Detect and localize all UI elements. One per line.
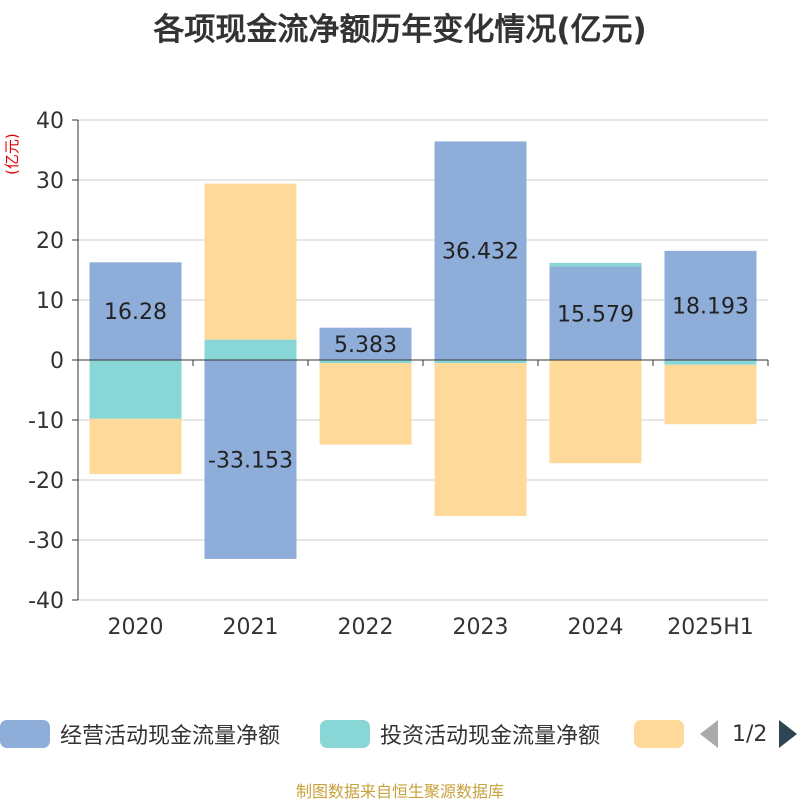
legend-swatch-investing — [320, 720, 370, 748]
legend-item-investing[interactable]: 投资活动现金流量净额 — [320, 716, 600, 752]
legend-pager: 1/2 — [700, 716, 798, 752]
legend-page-indicator: 1/2 — [732, 721, 768, 747]
bar-1-2021 — [204, 360, 297, 559]
y-tick-label: -40 — [28, 589, 64, 614]
bar-2-2022 — [319, 360, 412, 363]
y-tick-label: -10 — [28, 409, 64, 434]
y-tick-label: 0 — [50, 349, 64, 374]
bar-2-2024 — [549, 262, 642, 267]
bar-3-2021 — [204, 183, 297, 340]
bar-3-2022 — [319, 363, 412, 445]
bar-1-2025H1 — [664, 250, 757, 360]
y-tick-label: -30 — [28, 529, 64, 554]
bar-3-2020 — [89, 418, 182, 474]
y-tick-label: 20 — [36, 229, 64, 254]
x-tick-label: 2022 — [338, 615, 394, 640]
prev-page-icon[interactable] — [700, 720, 718, 748]
data-label-2022: 5.383 — [334, 333, 397, 358]
bar-1-2023 — [434, 141, 527, 360]
y-tick-label: 30 — [36, 169, 64, 194]
legend-item-financing[interactable] — [634, 716, 694, 752]
next-page-icon[interactable] — [779, 720, 798, 748]
bar-1-2022 — [319, 327, 412, 360]
bar-2-2023 — [434, 360, 527, 363]
bar-3-2025H1 — [664, 364, 757, 425]
bar-2-2025H1 — [664, 360, 757, 365]
data-label-2021: -33.153 — [208, 448, 293, 473]
y-tick-label: 10 — [36, 289, 64, 314]
bar-chart: 40 30 20 10 0 -10 -20 -30 -40 16.28 -33.153 5.383 36… — [28, 109, 769, 640]
legend-label-investing: 投资活动现金流量净额 — [380, 724, 601, 749]
bar-2-2021 — [204, 339, 297, 360]
data-label-2020: 16.28 — [104, 300, 167, 325]
bar-2-2020 — [89, 360, 182, 419]
y-tick-label: -20 — [28, 469, 64, 494]
bar-1-2024 — [549, 266, 642, 360]
legend-label-operating: 经营活动现金流量净额 — [60, 724, 281, 749]
x-tick-label: 2024 — [568, 615, 624, 640]
x-tick-label: 2020 — [108, 615, 164, 640]
bar-3-2023 — [434, 363, 527, 516]
bar-1-2020 — [89, 262, 182, 360]
data-label-2024: 15.579 — [557, 302, 634, 327]
legend: 经营活动现金流量净额 投资活动现金流量净额 — [0, 716, 800, 752]
y-tick-label: 40 — [36, 109, 64, 134]
data-source: 制图数据来自恒生聚源数据库 — [295, 782, 504, 801]
x-tick-label: 2025H1 — [667, 615, 754, 640]
bar-3-2024 — [549, 360, 642, 464]
legend-swatch-financing — [634, 720, 684, 748]
data-label-2025H1: 18.193 — [672, 294, 749, 319]
legend-item-operating[interactable]: 经营活动现金流量净额 — [0, 716, 280, 752]
legend-swatch-operating — [0, 720, 50, 748]
data-label-2023: 36.432 — [442, 240, 519, 265]
x-tick-label: 2021 — [223, 615, 279, 640]
x-tick-label: 2023 — [453, 615, 509, 640]
chart-title: 各项现金流净额历年变化情况(亿元) — [153, 12, 647, 48]
